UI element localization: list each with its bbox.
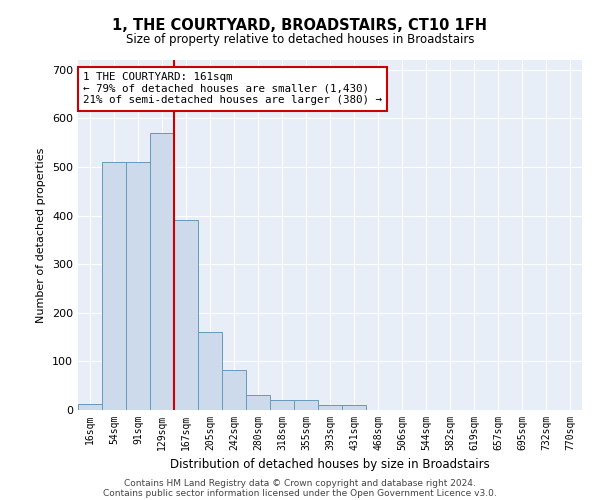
Bar	[270, 400, 294, 410]
Bar	[174, 220, 198, 410]
Bar	[294, 400, 318, 410]
Bar	[150, 133, 174, 410]
Text: Contains public sector information licensed under the Open Government Licence v3: Contains public sector information licen…	[103, 488, 497, 498]
Bar	[78, 404, 102, 410]
X-axis label: Distribution of detached houses by size in Broadstairs: Distribution of detached houses by size …	[170, 458, 490, 471]
Bar	[126, 162, 150, 410]
Bar	[102, 162, 126, 410]
Bar	[222, 370, 246, 410]
Bar	[246, 395, 270, 410]
Text: Contains HM Land Registry data © Crown copyright and database right 2024.: Contains HM Land Registry data © Crown c…	[124, 478, 476, 488]
Y-axis label: Number of detached properties: Number of detached properties	[37, 148, 46, 322]
Text: 1 THE COURTYARD: 161sqm
← 79% of detached houses are smaller (1,430)
21% of semi: 1 THE COURTYARD: 161sqm ← 79% of detache…	[83, 72, 382, 106]
Text: Size of property relative to detached houses in Broadstairs: Size of property relative to detached ho…	[126, 32, 474, 46]
Bar	[198, 332, 222, 410]
Bar	[342, 405, 366, 410]
Bar	[318, 405, 342, 410]
Text: 1, THE COURTYARD, BROADSTAIRS, CT10 1FH: 1, THE COURTYARD, BROADSTAIRS, CT10 1FH	[113, 18, 487, 32]
